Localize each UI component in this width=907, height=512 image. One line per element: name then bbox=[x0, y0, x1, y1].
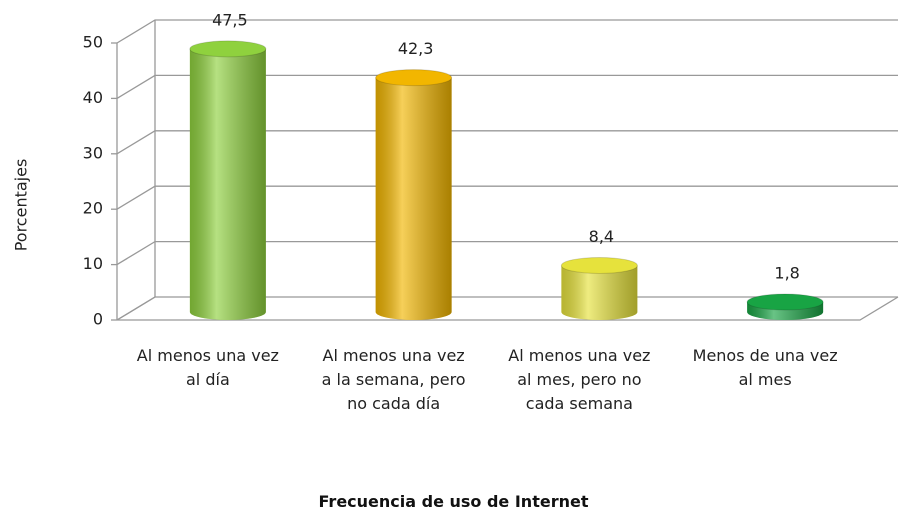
bar bbox=[746, 293, 824, 320]
bar bbox=[189, 40, 267, 320]
x-tick-label: Al menos una vez al mes, pero no cada se… bbox=[508, 346, 651, 413]
y-tick-label: 0 bbox=[93, 310, 103, 329]
data-label: 47,5 bbox=[212, 10, 248, 29]
grid-line bbox=[116, 240, 898, 266]
bar-shade bbox=[375, 77, 452, 321]
bar bbox=[375, 69, 453, 321]
bar bbox=[560, 256, 638, 320]
y-tick-label: 20 bbox=[83, 199, 103, 218]
grid-line bbox=[116, 296, 898, 321]
floor-edge bbox=[117, 296, 899, 321]
x-tick-label: Menos de una vez al mes bbox=[692, 346, 838, 389]
y-tick-label: 50 bbox=[83, 33, 103, 52]
x-tick-label: Al menos una vez al día bbox=[136, 346, 279, 389]
bar-top bbox=[746, 293, 824, 311]
back-wall-edge bbox=[116, 20, 156, 321]
x-axis-label: Frecuencia de uso de Internet bbox=[318, 492, 589, 511]
grid-line bbox=[116, 130, 898, 155]
data-label: 8,4 bbox=[589, 227, 614, 246]
y-tick-label: 30 bbox=[83, 143, 103, 162]
grid-line bbox=[116, 185, 898, 210]
bar-shade bbox=[561, 265, 638, 320]
data-label: 42,3 bbox=[398, 39, 434, 58]
bar-top bbox=[560, 256, 638, 274]
bar-top bbox=[375, 69, 453, 87]
x-tick-label: Al menos una vez a la semana, pero no ca… bbox=[321, 346, 466, 413]
grid-line bbox=[116, 19, 898, 44]
y-tick-label: 40 bbox=[83, 88, 103, 107]
data-label: 1,8 bbox=[774, 264, 799, 283]
grid-line bbox=[116, 74, 898, 99]
bar-shade bbox=[189, 48, 266, 320]
bar-top bbox=[189, 40, 267, 58]
y-tick-label: 10 bbox=[83, 254, 103, 273]
y-axis-label: Porcentajes bbox=[12, 159, 31, 252]
